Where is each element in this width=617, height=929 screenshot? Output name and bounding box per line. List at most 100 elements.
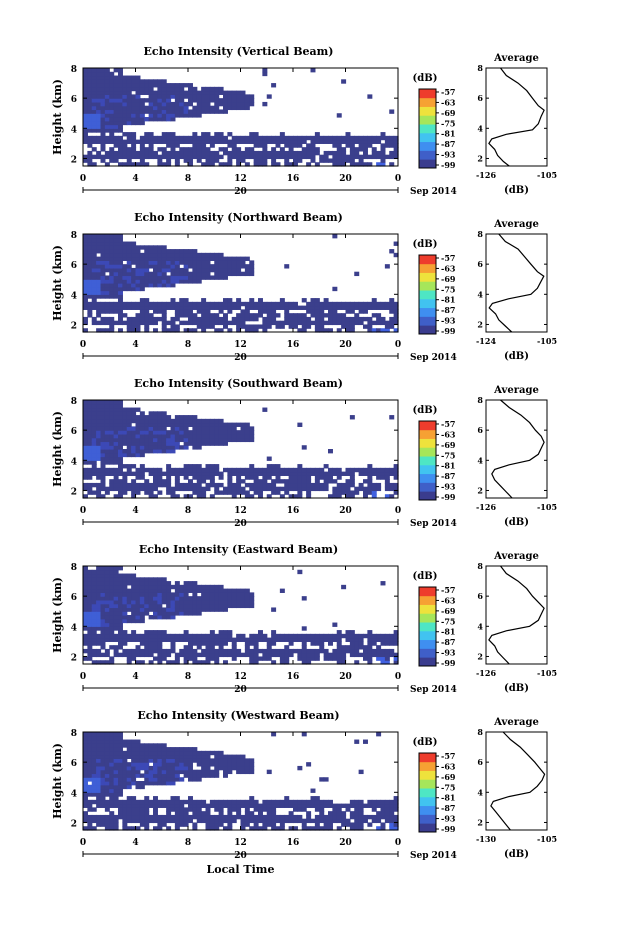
- echo-cell: [87, 569, 93, 575]
- echo-cell: [126, 573, 132, 578]
- echo-cell: [118, 267, 123, 273]
- echo-cell: [109, 592, 115, 597]
- echo-cell: [166, 777, 172, 782]
- echo-cell: [83, 139, 88, 144]
- echo-cell: [157, 79, 163, 84]
- echo-cell: [227, 260, 233, 265]
- echo-cell: [131, 241, 137, 246]
- echo-cell: [100, 637, 106, 642]
- day-label: 20: [234, 353, 247, 363]
- echo-cell: [376, 482, 382, 488]
- echo-cell: [314, 652, 320, 658]
- echo-cell: [341, 135, 347, 141]
- echo-cell: [367, 94, 373, 99]
- echo-cell: [201, 256, 207, 261]
- echo-cell: [249, 599, 255, 605]
- echo-cell: [306, 309, 312, 314]
- echo-cell: [205, 433, 211, 439]
- echo-cell: [179, 139, 185, 144]
- echo-cell: [236, 158, 242, 163]
- echo-cell: [122, 739, 128, 744]
- echo-cell: [126, 581, 132, 586]
- echo-cell: [284, 154, 290, 160]
- echo-cell: [196, 773, 202, 778]
- echo-cell: [236, 633, 242, 639]
- echo-cell: [170, 418, 176, 424]
- echo-cell: [83, 803, 88, 808]
- ytick-label: 8: [71, 397, 77, 407]
- echo-cell: [139, 799, 145, 805]
- echo-cell: [148, 117, 154, 122]
- echo-cell: [83, 301, 88, 307]
- echo-cell: [118, 75, 123, 80]
- echo-cell: [91, 648, 97, 654]
- echo-cell: [205, 260, 211, 265]
- echo-cell: [266, 301, 272, 307]
- echo-cell: [170, 467, 176, 473]
- profile-ytick-label: 2: [477, 153, 483, 163]
- echo-cell: [236, 603, 242, 609]
- echo-cell: [341, 324, 347, 329]
- echo-cell: [244, 162, 250, 167]
- echo-cell: [87, 143, 93, 148]
- echo-cell: [236, 596, 242, 601]
- echo-cell: [153, 750, 158, 756]
- echo-cell: [161, 101, 167, 107]
- colorbar-label: -99: [441, 492, 456, 502]
- echo-cell: [223, 430, 228, 435]
- echo-cell: [113, 101, 119, 107]
- echo-cell: [297, 422, 303, 427]
- echo-cell: [183, 301, 189, 307]
- echo-cell: [179, 445, 185, 450]
- colorbar-swatch: [419, 805, 436, 815]
- colorbar-label: -87: [441, 637, 455, 647]
- echo-cell: [104, 622, 110, 627]
- echo-cell: [367, 652, 373, 658]
- echo-cell: [122, 241, 128, 246]
- echo-cell: [109, 735, 115, 741]
- echo-cell: [100, 641, 106, 646]
- echo-cell: [223, 150, 228, 156]
- echo-cell: [139, 618, 145, 624]
- echo-cell: [174, 135, 180, 141]
- echo-cell: [104, 460, 110, 465]
- echo-cell: [209, 324, 215, 329]
- colorbar-label: -75: [441, 450, 455, 460]
- echo-cell: [244, 430, 250, 435]
- echo-cell: [236, 305, 242, 310]
- echo-cell: [284, 158, 290, 163]
- echo-cell: [148, 422, 154, 427]
- echo-cell: [205, 301, 211, 307]
- echo-cell: [91, 245, 97, 250]
- echo-cell: [288, 135, 294, 141]
- echo-cell: [161, 818, 167, 824]
- echo-cell: [131, 275, 137, 280]
- echo-cell: [161, 422, 167, 427]
- echo-cell: [161, 320, 167, 326]
- echo-cell: [144, 645, 150, 650]
- echo-cell: [236, 430, 242, 435]
- echo-cell: [389, 320, 395, 326]
- echo-cell: [332, 139, 338, 144]
- echo-cell: [100, 267, 106, 273]
- echo-cell: [131, 305, 137, 310]
- echo-cell: [135, 599, 141, 605]
- echo-cell: [91, 117, 97, 122]
- echo-cell: [157, 437, 163, 443]
- echo-cell: [100, 147, 106, 152]
- echo-cell: [144, 611, 150, 616]
- echo-cell: [262, 486, 268, 492]
- echo-cell: [87, 290, 93, 295]
- echo-cell: [371, 648, 377, 654]
- echo-cell: [196, 811, 202, 816]
- echo-cell: [249, 139, 255, 144]
- echo-cell: [139, 607, 145, 612]
- echo-cell: [153, 135, 158, 141]
- echo-cell: [376, 135, 382, 141]
- echo-cell: [166, 490, 172, 495]
- echo-cell: [96, 260, 102, 265]
- echo-cell: [240, 467, 246, 473]
- echo-cell: [109, 818, 115, 824]
- echo-cell: [122, 765, 128, 771]
- echo-cell: [336, 150, 342, 156]
